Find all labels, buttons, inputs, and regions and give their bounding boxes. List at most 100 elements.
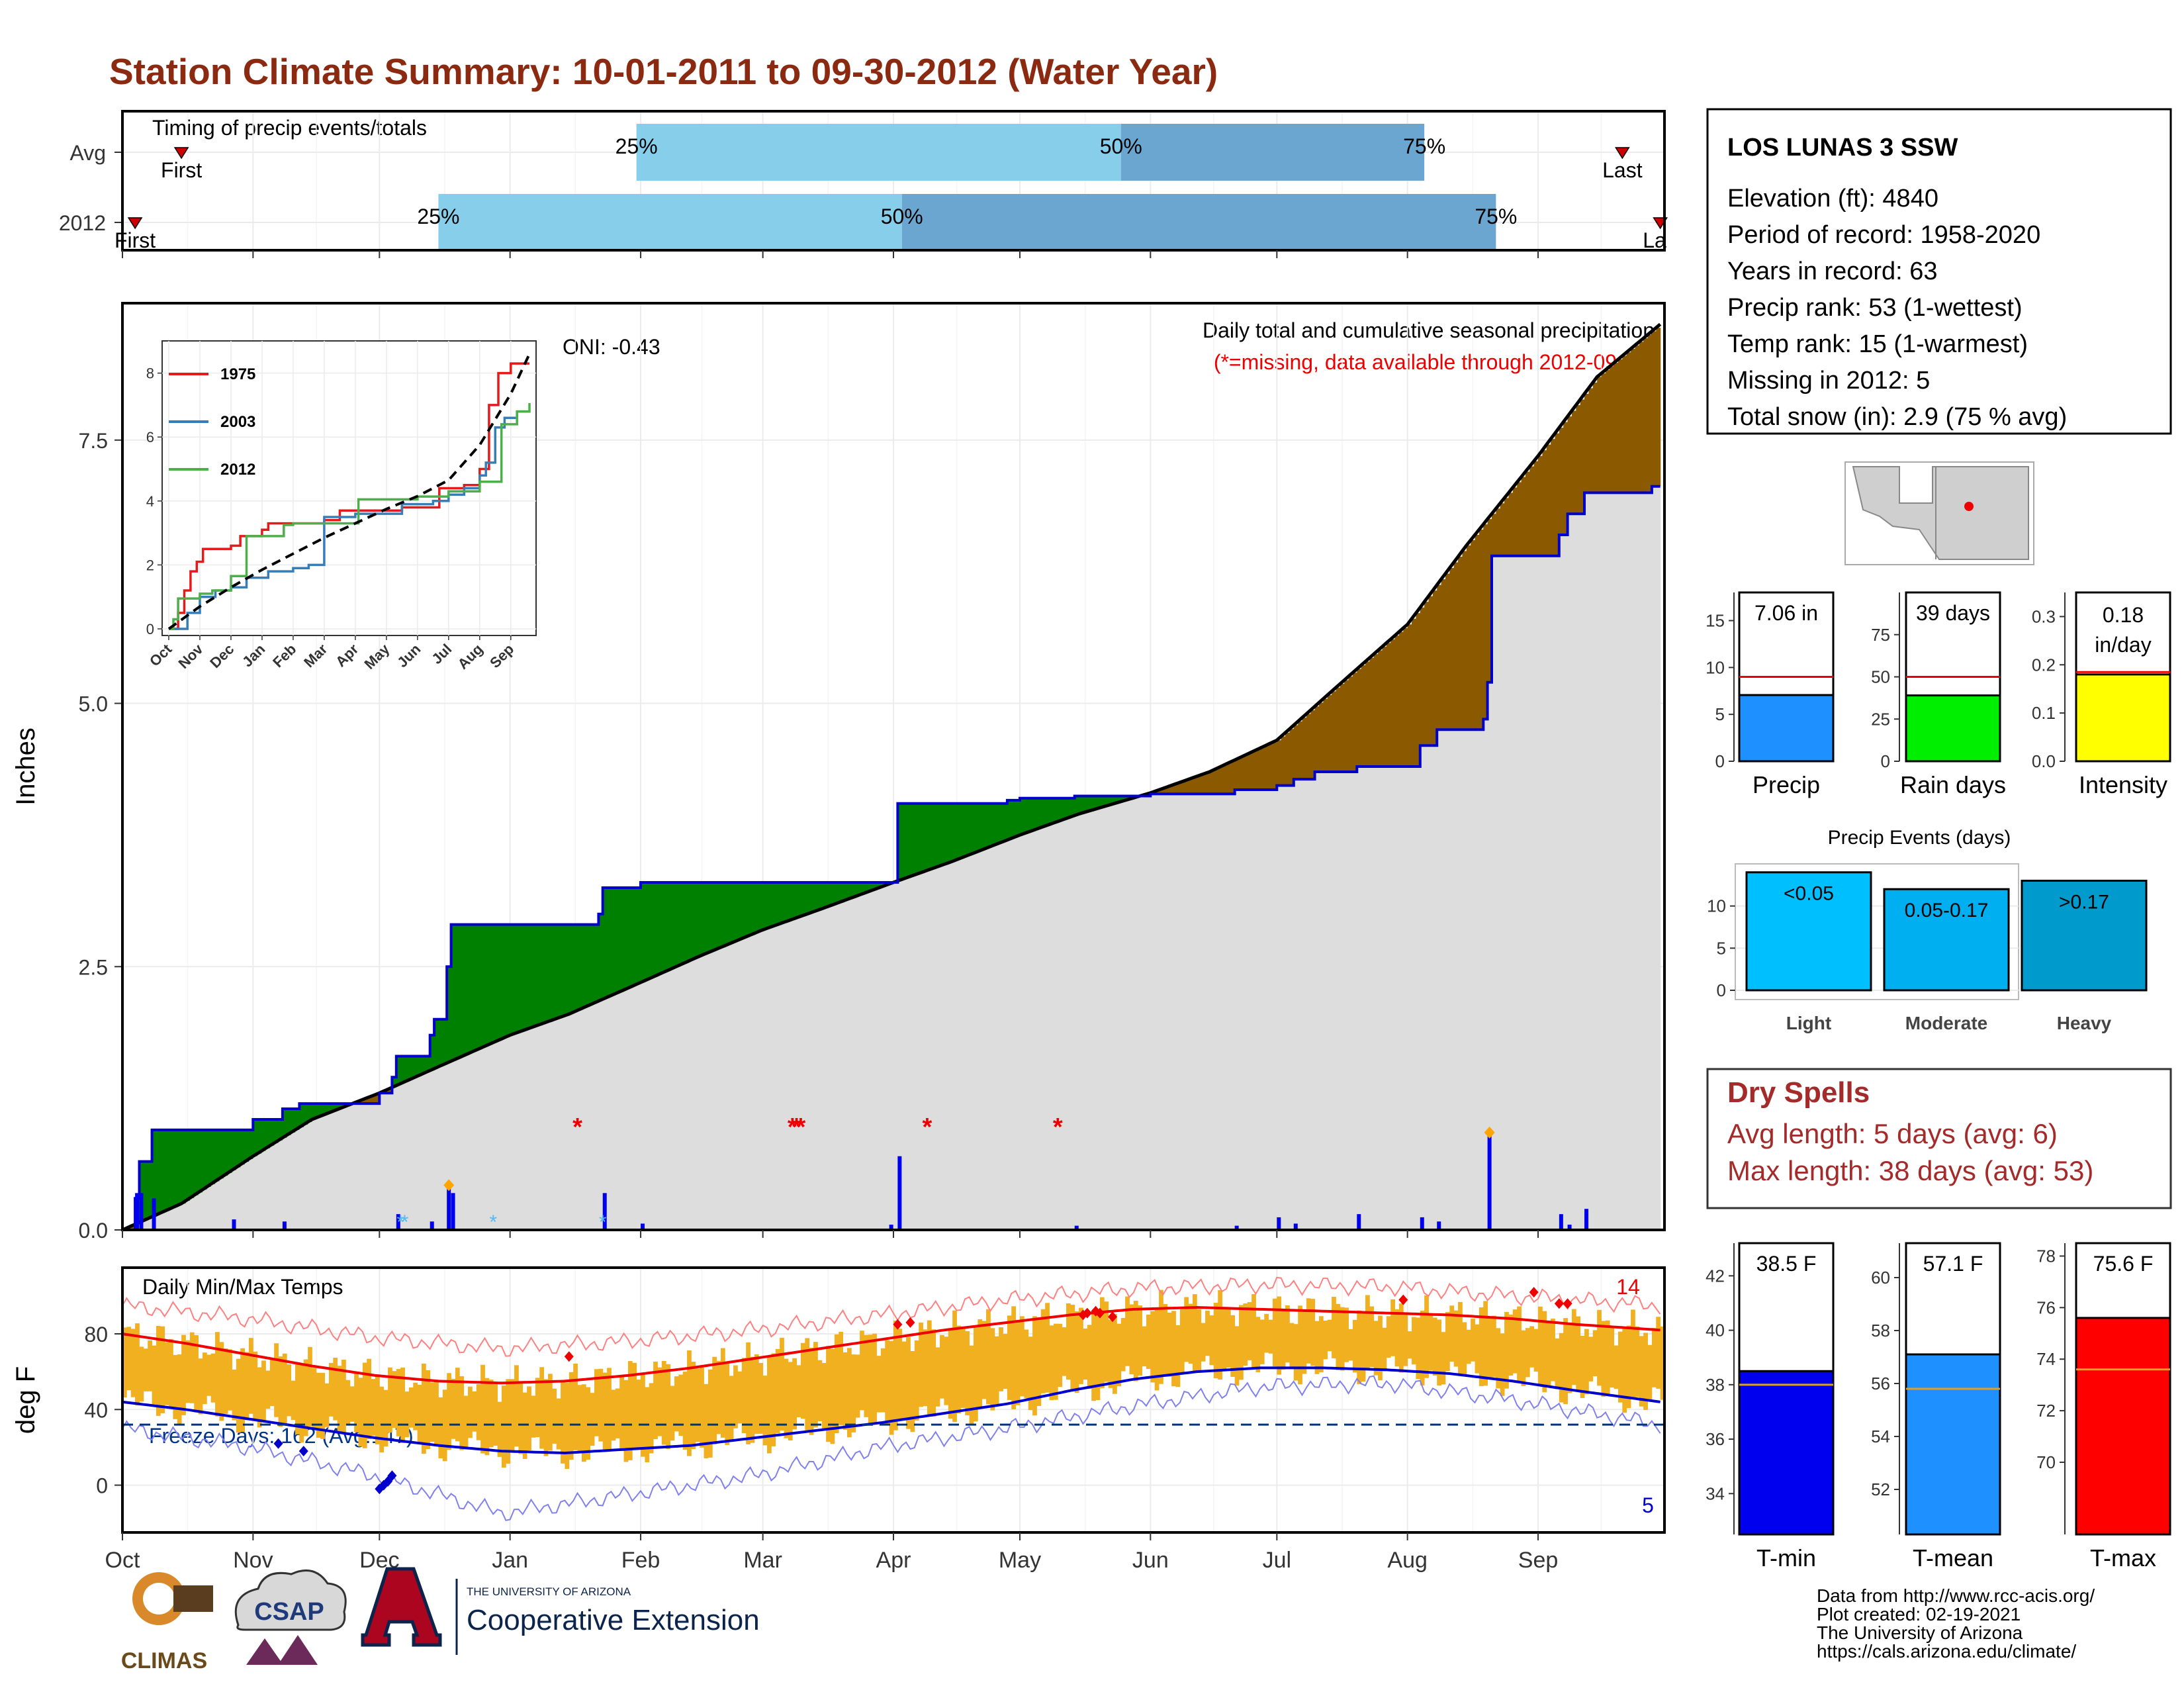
cumulative-base-fill — [1441, 729, 1446, 1230]
missing-day-marker: * — [923, 1113, 933, 1141]
cumulative-departure-fill — [1032, 798, 1038, 831]
cumulative-departure-fill — [1019, 798, 1024, 835]
gauge-y-tick-label: 5 — [1715, 704, 1725, 724]
daily-temp-range-bar — [1040, 1309, 1046, 1393]
daily-temp-range-bar — [704, 1383, 709, 1458]
cumulative-base-fill — [476, 1050, 481, 1230]
daily-temp-range-bar — [1369, 1306, 1375, 1368]
cumulative-departure-fill — [1403, 628, 1408, 767]
cumulative-departure-fill — [1201, 774, 1206, 794]
cumulative-departure-fill — [952, 803, 958, 862]
cumulative-departure-fill — [1318, 702, 1324, 772]
cumulative-departure-fill — [981, 803, 987, 850]
cumulative-base-fill — [1571, 514, 1576, 1230]
last-event-marker — [1614, 147, 1630, 160]
daily-temp-range-bar — [1576, 1316, 1581, 1390]
daily-temp-range-bar — [328, 1362, 334, 1417]
cumulative-departure-fill — [1340, 684, 1345, 772]
cumulative-base-fill — [1394, 767, 1400, 1230]
daily-temp-range-bar — [990, 1328, 995, 1411]
cumulative-departure-fill — [826, 882, 831, 908]
daily-temp-range-bar — [396, 1369, 401, 1436]
cumulative-departure-fill — [1192, 778, 1197, 794]
cumulative-base-fill — [1546, 555, 1551, 1230]
gauge-value-bar — [1905, 694, 2001, 763]
daily-temp-range-bar — [627, 1361, 633, 1460]
cumulative-base-fill — [379, 1093, 385, 1230]
cumulative-base-fill — [1462, 729, 1467, 1230]
inset-y-tick-label: 0 — [146, 621, 154, 637]
cumulative-base-fill — [1369, 767, 1375, 1230]
cumulative-departure-fill — [202, 1129, 207, 1190]
cumulative-base-fill — [1226, 794, 1231, 1230]
cumulative-departure-fill — [842, 882, 848, 902]
daily-temp-range-bar — [1601, 1321, 1606, 1397]
cumulative-base-fill — [447, 1062, 452, 1230]
daily-temp-range-bar — [893, 1320, 898, 1430]
gauge-value-bar — [1738, 1370, 1835, 1536]
daily-temp-range-bar — [463, 1395, 469, 1450]
cumulative-departure-fill — [506, 924, 511, 1037]
cumulative-departure-fill — [1576, 404, 1581, 514]
cumulative-base-fill — [1192, 794, 1197, 1230]
timing-bar-50-75 — [901, 194, 1496, 251]
daily-temp-range-bar — [1163, 1303, 1168, 1375]
cumulative-base-fill — [1053, 823, 1058, 1230]
cumulative-base-fill — [687, 961, 692, 1230]
cumulative-base-fill — [830, 906, 835, 1230]
daily-temp-range-bar — [139, 1346, 144, 1402]
cumulative-base-fill — [700, 956, 705, 1230]
daily-temp-range-bar — [615, 1388, 620, 1438]
daily-temp-range-bar — [476, 1383, 481, 1440]
daily-temp-range-bar — [1538, 1306, 1543, 1386]
cumulative-base-fill — [767, 928, 772, 1230]
daily-temp-range-bar — [169, 1338, 173, 1407]
csap-mountains — [246, 1635, 318, 1665]
daily-temp-range-bar — [1512, 1309, 1518, 1374]
gauge-y-tick-label: 38 — [1706, 1375, 1725, 1395]
cumulative-departure-fill — [1559, 428, 1564, 535]
cumulative-departure-fill — [488, 924, 494, 1045]
daily-temp-range-bar — [1639, 1336, 1644, 1407]
intensity-gauge: 0.0 0.1 0.2 0.3 0.18 in/day Intensity — [2032, 591, 2171, 798]
cumulative-base-fill — [1512, 555, 1518, 1230]
daily-temp-range-bar — [674, 1376, 679, 1432]
daily-temp-range-bar — [1605, 1320, 1610, 1396]
daily-precip-bar — [430, 1221, 434, 1230]
cumulative-base-fill — [1323, 771, 1328, 1230]
cumulative-base-fill — [1167, 794, 1172, 1230]
cumulative-base-fill — [1428, 745, 1433, 1230]
daily-temp-range-bar — [1348, 1329, 1353, 1361]
cumulative-base-fill — [552, 1019, 557, 1230]
cumulative-departure-fill — [965, 803, 970, 857]
cumulative-departure-fill — [674, 882, 679, 968]
cumulative-base-fill — [1491, 555, 1496, 1230]
cumulative-base-fill — [1626, 492, 1631, 1230]
daily-temp-range-bar — [750, 1356, 755, 1443]
cumulative-base-fill — [1508, 555, 1514, 1230]
daily-temp-range-bar — [1175, 1325, 1181, 1387]
cumulative-base-fill — [219, 1178, 224, 1230]
climas-emblem-inner — [143, 1583, 175, 1615]
daily-temp-range-bar — [531, 1395, 536, 1438]
cumulative-departure-fill — [666, 882, 671, 972]
cumulative-departure-fill — [261, 1119, 267, 1151]
record-high-marker — [1082, 1307, 1092, 1319]
daily-temp-range-bar — [872, 1333, 877, 1423]
cumulative-base-fill — [434, 1068, 439, 1230]
cumulative-base-fill — [388, 1093, 393, 1230]
daily-temp-range-bar — [565, 1382, 570, 1469]
daily-temp-range-bar — [1533, 1329, 1539, 1372]
daily-precip-bar — [1277, 1217, 1281, 1230]
cumulative-base-fill — [392, 1087, 397, 1230]
daily-temp-range-bar — [206, 1354, 212, 1396]
cumulative-base-fill — [1079, 814, 1084, 1230]
daily-temp-range-bar — [248, 1338, 253, 1414]
daily-temp-range-bar — [1332, 1297, 1336, 1358]
daily-precip-bar — [1437, 1221, 1441, 1230]
cumulative-base-fill — [1129, 799, 1134, 1230]
snow-day-marker: * — [401, 1211, 409, 1233]
cumulative-departure-fill — [1314, 706, 1320, 772]
cumulative-base-fill — [1163, 794, 1168, 1230]
cumulative-departure-fill — [312, 1103, 317, 1119]
